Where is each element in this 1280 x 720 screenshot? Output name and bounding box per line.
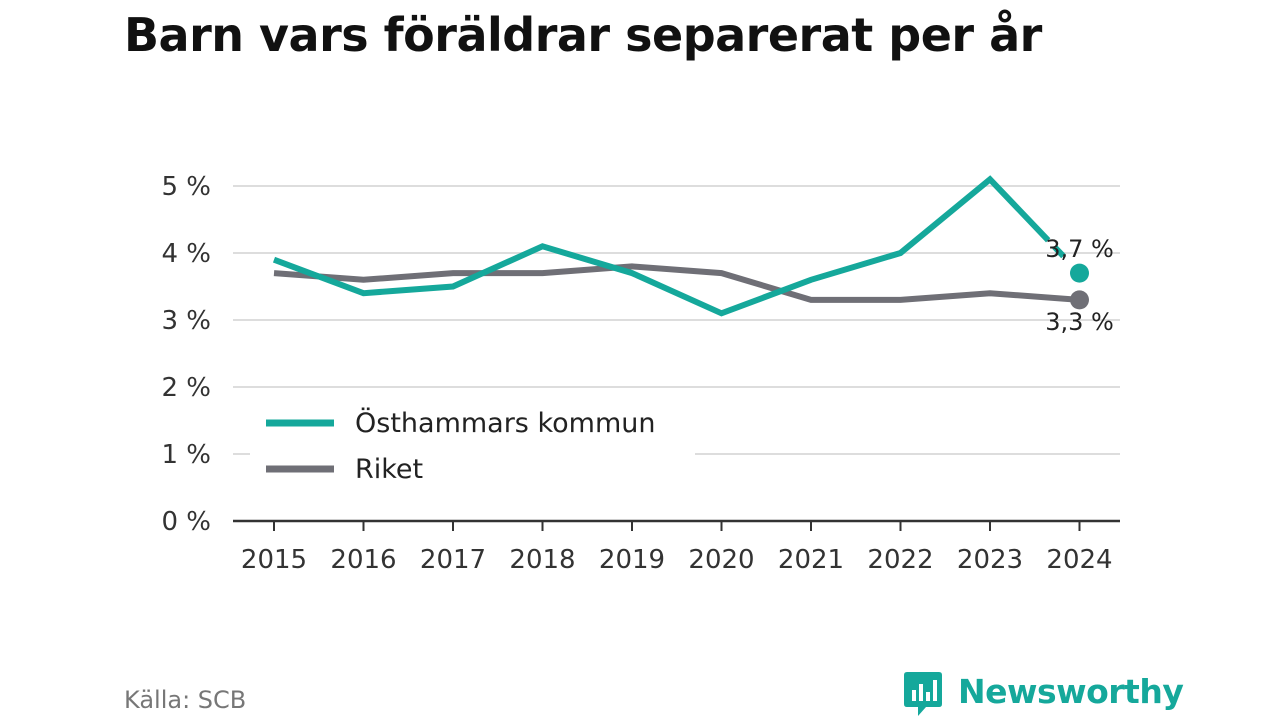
y-tick-label: 4 % — [161, 239, 211, 269]
series-line-osthammar — [272, 175, 1051, 317]
x-axis-tick-labels: 2015 2016 2017 2018 2019 2020 2021 2022 2023 2024 — [241, 545, 1113, 575]
y-tick-label: 5 % — [161, 172, 211, 202]
end-point-marker — [1070, 290, 1089, 310]
legend-label: Östhammars kommun — [355, 407, 655, 439]
series-lines — [272, 175, 1089, 317]
x-axis — [233, 519, 1120, 531]
y-axis-tick-labels: 0 % 1 % 2 % 3 % 4 % 5 % — [161, 172, 211, 537]
end-point-marker — [1070, 263, 1089, 283]
end-label-osthammar: 3,7 % — [1045, 235, 1114, 263]
x-tick-label: 2023 — [957, 545, 1023, 575]
end-label-riket: 3,3 % — [1045, 308, 1114, 336]
y-tick-label: 0 % — [161, 507, 211, 537]
x-tick-label: 2015 — [241, 545, 307, 575]
x-tick-label: 2021 — [778, 545, 844, 575]
chart-title: Barn vars föräldrar separerat per år — [124, 8, 1042, 62]
series-line-segment — [1052, 244, 1066, 259]
brand-name: Newsworthy — [958, 672, 1184, 711]
x-tick-label: 2018 — [509, 545, 575, 575]
x-tick-label: 2019 — [599, 545, 665, 575]
y-tick-label: 3 % — [161, 306, 211, 336]
legend-label: Riket — [355, 454, 423, 485]
x-tick-label: 2020 — [688, 545, 754, 575]
newsworthy-logo-icon — [904, 672, 942, 716]
y-tick-label: 2 % — [161, 373, 211, 403]
series-line-riket — [273, 263, 1080, 303]
x-tick-label: 2016 — [330, 545, 396, 575]
end-value-labels: 3,7 % 3,3 % — [1045, 235, 1114, 336]
y-tick-label: 1 % — [161, 440, 211, 470]
x-tick-label: 2022 — [867, 545, 933, 575]
x-tick-label: 2024 — [1046, 545, 1112, 575]
source-note: Källa: SCB — [124, 686, 247, 714]
legend: Östhammars kommun Riket — [250, 400, 695, 492]
x-tick-label: 2017 — [420, 545, 486, 575]
legend-background — [250, 400, 695, 492]
